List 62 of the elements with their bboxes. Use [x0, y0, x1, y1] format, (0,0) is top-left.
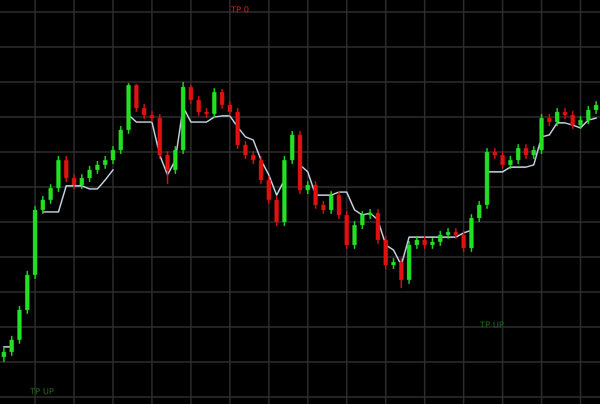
candlestick	[446, 227, 450, 240]
candlestick	[352, 220, 357, 250]
candlestick	[477, 200, 482, 223]
candlestick	[274, 195, 279, 227]
candlestick	[586, 105, 590, 125]
candlestick	[72, 173, 76, 190]
candlestick	[64, 155, 68, 183]
candlestick	[438, 230, 442, 246]
candlestick	[188, 84, 194, 105]
candlestick	[547, 113, 552, 127]
candlestick	[570, 110, 575, 130]
candlestick	[134, 83, 139, 113]
candlestick	[508, 155, 513, 170]
candlestick	[243, 140, 248, 160]
candlestick	[266, 175, 271, 204]
candlestick	[524, 143, 528, 160]
candlestick	[306, 180, 310, 195]
candlestick	[422, 235, 427, 250]
annotation: TP UP	[480, 321, 504, 328]
candlestick	[532, 145, 536, 160]
candlestick	[212, 87, 216, 119]
text: TP UP	[30, 388, 54, 394]
candlestick	[165, 150, 170, 185]
candlestick	[500, 150, 505, 170]
candlestick	[399, 257, 404, 289]
candlestick	[360, 210, 364, 230]
candlestick	[492, 147, 497, 160]
candlestick	[48, 184, 53, 204]
candlestick	[258, 156, 264, 185]
candlestick	[321, 200, 326, 215]
candlestick	[80, 173, 84, 190]
candlestick	[562, 107, 568, 120]
candlestick	[313, 180, 318, 210]
candlestick	[142, 103, 146, 120]
candlestick	[461, 230, 466, 253]
candlestick	[173, 145, 178, 175]
candlestick	[414, 235, 420, 250]
candlestick	[228, 100, 232, 117]
candlestick	[40, 195, 45, 215]
candlestick	[10, 335, 14, 357]
candlestick	[251, 150, 256, 165]
candlestick	[329, 190, 334, 215]
candlestick	[103, 155, 108, 170]
candlestick	[578, 115, 583, 130]
candlestick	[430, 237, 435, 250]
candlestick	[2, 347, 6, 363]
candlestick	[196, 95, 201, 117]
candlestick	[391, 257, 396, 270]
candlestick	[110, 145, 116, 165]
candlestick	[555, 107, 560, 127]
candlestick	[336, 190, 342, 220]
candlestick	[204, 107, 209, 119]
candlestick	[118, 125, 123, 155]
candlestick	[95, 160, 100, 175]
candlestick	[220, 88, 224, 110]
candlestick	[516, 143, 520, 165]
candlestick	[87, 165, 92, 183]
text: TP 0	[230, 6, 248, 13]
candlestick	[368, 208, 372, 220]
candlestick	[454, 227, 458, 240]
candlestick	[594, 100, 598, 115]
candlestick	[150, 110, 154, 123]
